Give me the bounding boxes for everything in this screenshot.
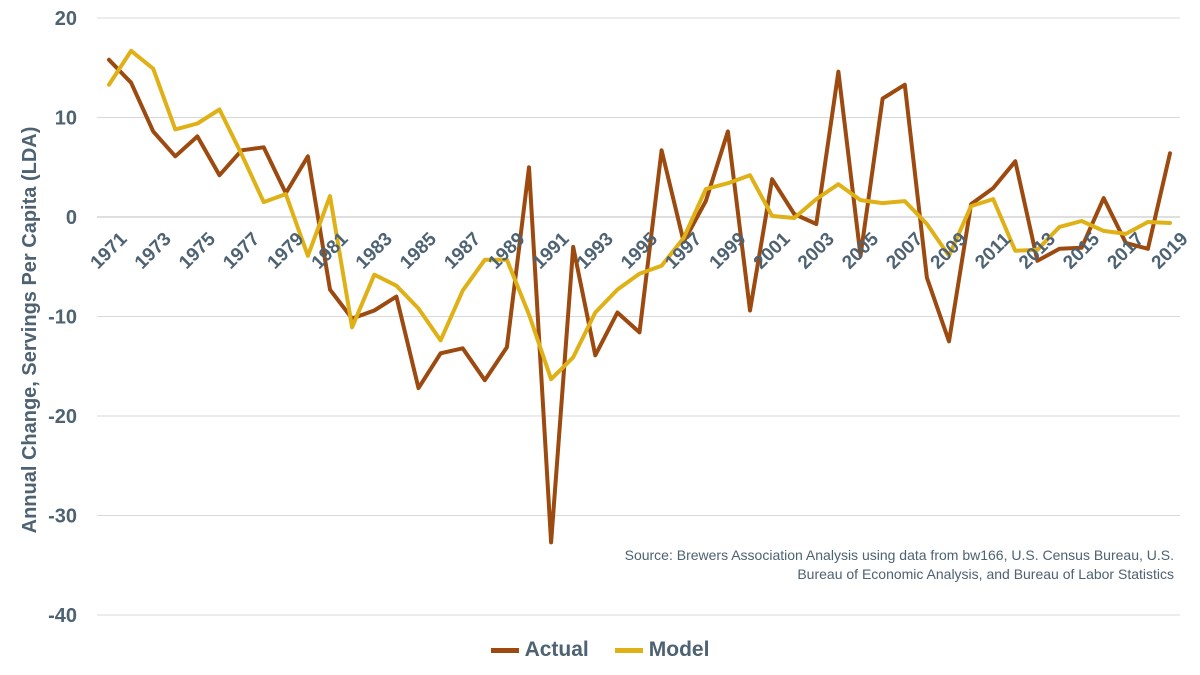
x-axis-ticks: 1971 1973 1975 1977 1979 1981 1983 1985 1987 1989… <box>87 228 1193 273</box>
x-tick-label: 2001 <box>750 228 795 273</box>
x-tick-label: 1983 <box>352 229 397 274</box>
x-tick-label: 1985 <box>396 228 441 273</box>
legend-item-model: Model <box>614 638 710 662</box>
y-axis-ticks: 20 10 0 -10 -20 -30 -40 <box>48 8 77 627</box>
gridlines <box>97 17 1180 616</box>
x-tick-label: 1991 <box>529 228 574 273</box>
series-line-actual <box>107 57 1172 545</box>
x-tick-label: 2003 <box>794 229 839 274</box>
series-lines <box>107 48 1172 545</box>
x-tick-label: 1975 <box>175 228 220 273</box>
x-tick-label: 2019 <box>1148 229 1193 274</box>
y-tick-label: -10 <box>48 307 77 329</box>
y-tick-label: -20 <box>48 406 77 428</box>
y-axis-label: Annual Change, Servings Per Capita (LDA) <box>19 127 41 534</box>
series-line-model <box>107 48 1172 382</box>
source-note: Source: Brewers Association Analysis usi… <box>624 547 1174 582</box>
x-tick-label: 1977 <box>219 229 264 274</box>
legend: Actual Model <box>0 638 1200 662</box>
x-tick-label: 1973 <box>131 229 176 274</box>
x-tick-label: 1971 <box>87 228 132 273</box>
x-tick-label: 2015 <box>1059 228 1104 273</box>
y-tick-label: 10 <box>55 108 77 130</box>
y-tick-label: -30 <box>48 506 77 528</box>
x-tick-label: 1997 <box>661 229 706 274</box>
legend-swatch-model <box>614 647 643 653</box>
y-tick-label: -40 <box>48 605 77 627</box>
y-tick-label: 0 <box>66 207 77 229</box>
x-tick-label: 2017 <box>1104 229 1149 274</box>
legend-label-actual: Actual <box>524 638 589 661</box>
legend-swatch-actual <box>490 647 519 653</box>
legend-item-actual: Actual <box>490 638 589 662</box>
legend-label-model: Model <box>648 638 710 661</box>
x-tick-label: 2005 <box>838 228 883 273</box>
x-tick-label: 1993 <box>573 229 618 274</box>
y-tick-label: 20 <box>55 8 77 30</box>
